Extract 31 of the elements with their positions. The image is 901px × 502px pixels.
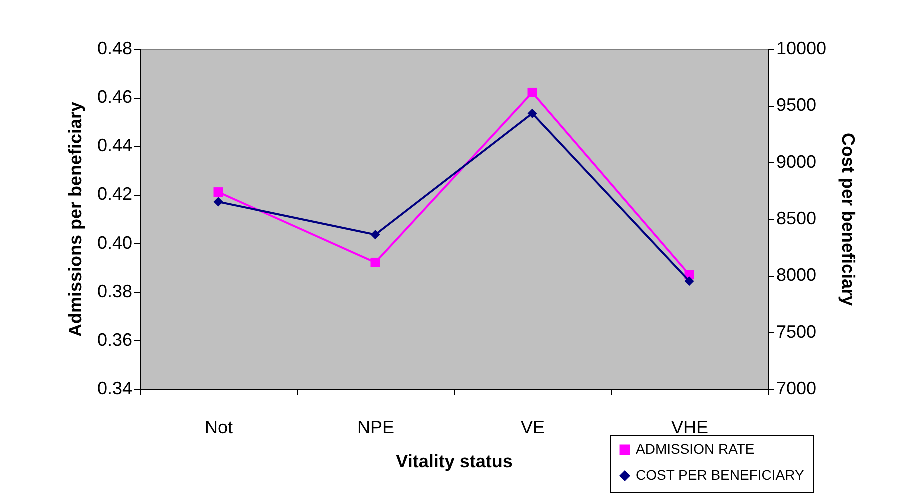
point [214, 188, 224, 198]
y-tick-label: 0.36 [97, 330, 132, 350]
x-tick-label: Not [204, 418, 234, 438]
y-axis-title: Admissions per beneficiary [65, 102, 86, 338]
y-tick-label: 0.34 [97, 378, 132, 398]
x-tick-label: NPE [357, 418, 395, 438]
y2-tick-label: 7500 [776, 322, 817, 342]
y2-tick-label: 9000 [776, 152, 817, 172]
y-tick-label: 0.46 [97, 87, 132, 108]
legend-label: COST PER BENEFICIARY [636, 467, 805, 483]
point [370, 258, 380, 268]
point [370, 230, 380, 240]
y-tick-label: 0.48 [97, 38, 132, 58]
y2-tick-label: 8500 [776, 208, 817, 228]
y-tick-label: 0.38 [97, 281, 132, 302]
x-tick-label: VE [520, 418, 546, 438]
y-tick-label: 0.42 [97, 184, 132, 204]
y2-tick-label: 8000 [776, 265, 817, 286]
y2-tick-label: 10000 [776, 38, 827, 58]
y2-tick-label: 9500 [776, 95, 817, 116]
x-tick-label: VHE [671, 418, 709, 438]
point [214, 197, 224, 207]
x-axis-title: Vitality status [396, 452, 513, 472]
point [684, 276, 694, 286]
y2-tick-label: 7000 [776, 378, 817, 398]
legend-label: ADMISSION RATE [636, 441, 755, 457]
y2-axis-title: Cost per beneficiary [838, 132, 859, 306]
y-tick-label: 0.40 [97, 232, 132, 253]
point [528, 108, 538, 118]
point [528, 88, 538, 98]
y-tick-label: 0.44 [97, 136, 132, 156]
